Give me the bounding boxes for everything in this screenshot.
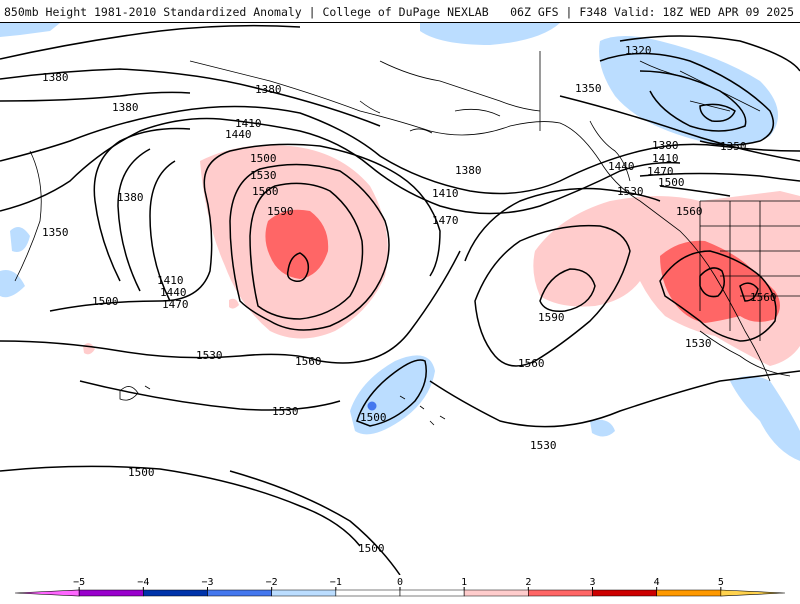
contour-label: 1380 (652, 139, 679, 152)
colorbar-band (14, 589, 80, 597)
contour-label: 1500 (358, 542, 385, 555)
colorbar-ticks: −5 −4 −3 −2 −1 0 1 2 3 4 5 (73, 577, 724, 590)
contour-label: 1350 (575, 82, 602, 95)
colorbar-bands (14, 589, 786, 597)
colorbar-band (271, 589, 337, 597)
contour-label: 1410 (652, 152, 679, 165)
contour-label: 1440 (160, 286, 187, 299)
contour-label: 1320 (625, 44, 652, 57)
colorbar-tick-label: 5 (718, 577, 724, 588)
colorbar-band (656, 589, 722, 597)
colorbar-tick-label: 2 (525, 577, 531, 588)
colorbar-band (143, 589, 208, 597)
contour-label: 1470 (432, 214, 459, 227)
contour-label: 1530 (530, 439, 557, 452)
contour-label: 1530 (250, 169, 277, 182)
contour-label: 1590 (538, 311, 565, 324)
contour-labels: 1380 1380 1380 1380 1350 1410 1440 1410 … (42, 44, 777, 555)
contour-label: 1380 (255, 83, 282, 96)
colorbar-band (463, 589, 529, 597)
colorbar-band (335, 589, 401, 597)
contour-label: 1410 (157, 274, 184, 287)
contour-label: 1440 (608, 160, 635, 173)
contour-label: 1590 (267, 205, 294, 218)
colorbar-tick-label: −1 (330, 577, 342, 588)
model-run-info: 06Z GFS | F348 Valid: 18Z WED APR 09 202… (510, 5, 794, 19)
contour-label: 1530 (617, 185, 644, 198)
contour-label: 1380 (455, 164, 482, 177)
contour-label: 1350 (42, 226, 69, 239)
colorbar-tick-label: 4 (654, 577, 660, 588)
contour-label: 1530 (272, 405, 299, 418)
map-title: 850mb Height 1981-2010 Standardized Anom… (4, 5, 489, 19)
contour-label: 1560 (750, 291, 777, 304)
contour-label: 1410 (432, 187, 459, 200)
anomaly-map: 1380 1380 1380 1380 1350 1410 1440 1410 … (0, 22, 800, 575)
colorbar-band (720, 589, 786, 597)
colorbar-band (528, 589, 593, 597)
contour-label: 1560 (295, 355, 322, 368)
contour-label: 1470 (647, 165, 674, 178)
contour-label: 1380 (42, 71, 69, 84)
contour-label: 1380 (117, 191, 144, 204)
map-header: 850mb Height 1981-2010 Standardized Anom… (0, 0, 800, 22)
colorbar-tick-label: 1 (461, 577, 467, 588)
contour-label: 1560 (676, 205, 703, 218)
height-contours (0, 24, 800, 575)
colorbar-canvas: −5 −4 −3 −2 −1 0 1 2 3 4 5 (14, 577, 786, 597)
anomaly-colorbar: −5 −4 −3 −2 −1 0 1 2 3 4 5 (0, 574, 800, 600)
colorbar-tick-label: −4 (137, 577, 149, 588)
contour-label: 1470 (162, 298, 189, 311)
contour-label: 1350 (720, 140, 747, 153)
contour-label: 1500 (250, 152, 277, 165)
contour-label: 1500 (128, 466, 155, 479)
colorbar-tick-label: −2 (266, 577, 278, 588)
colorbar-band (399, 589, 465, 597)
colorbar-tick-label: −5 (73, 577, 85, 588)
contour-label: 1410 (235, 117, 262, 130)
colorbar-band (78, 589, 144, 597)
map-canvas: 1380 1380 1380 1380 1350 1410 1440 1410 … (0, 23, 800, 575)
colorbar-band (592, 589, 657, 597)
contour-label: 1500 (658, 176, 685, 189)
contour-label: 1500 (92, 295, 119, 308)
contour-label: 1530 (196, 349, 223, 362)
contour-label: 1560 (518, 357, 545, 370)
colorbar-tick-label: 0 (397, 577, 403, 588)
colorbar-tick-label: −3 (201, 577, 213, 588)
contour-label: 1500 (360, 411, 387, 424)
colorbar-tick-label: 3 (589, 577, 595, 588)
contour-label: 1440 (225, 128, 252, 141)
contour-label: 1530 (685, 337, 712, 350)
colorbar-band (207, 589, 272, 597)
contour-label: 1380 (112, 101, 139, 114)
positive-anomaly-shading (83, 145, 800, 366)
contour-label: 1560 (252, 185, 279, 198)
